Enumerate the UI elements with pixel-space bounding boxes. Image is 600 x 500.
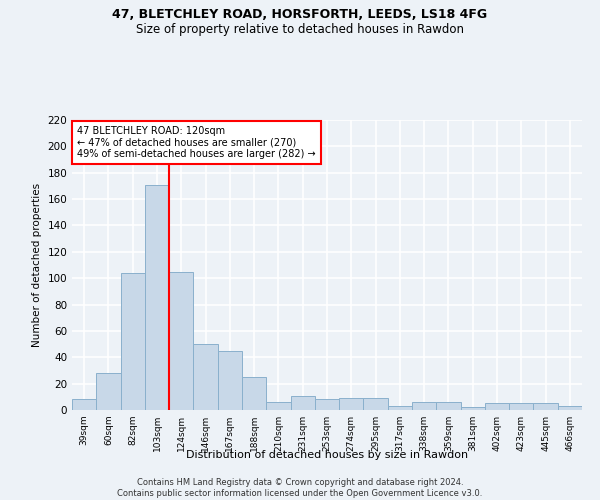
Bar [339, 398, 364, 410]
Bar [533, 404, 558, 410]
Bar [412, 402, 436, 410]
Bar [218, 350, 242, 410]
Bar [266, 402, 290, 410]
Bar [364, 398, 388, 410]
Bar [145, 184, 169, 410]
Y-axis label: Number of detached properties: Number of detached properties [32, 183, 42, 347]
Bar [558, 406, 582, 410]
Bar [461, 408, 485, 410]
Bar [290, 396, 315, 410]
Text: 47, BLETCHLEY ROAD, HORSFORTH, LEEDS, LS18 4FG: 47, BLETCHLEY ROAD, HORSFORTH, LEEDS, LS… [112, 8, 488, 20]
Bar [96, 373, 121, 410]
Text: Size of property relative to detached houses in Rawdon: Size of property relative to detached ho… [136, 22, 464, 36]
Bar [242, 377, 266, 410]
Bar [436, 402, 461, 410]
Bar [315, 400, 339, 410]
Bar [485, 404, 509, 410]
Bar [193, 344, 218, 410]
Bar [388, 406, 412, 410]
Bar [169, 272, 193, 410]
Text: Contains HM Land Registry data © Crown copyright and database right 2024.
Contai: Contains HM Land Registry data © Crown c… [118, 478, 482, 498]
Bar [72, 400, 96, 410]
Bar [509, 404, 533, 410]
Bar [121, 273, 145, 410]
Text: 47 BLETCHLEY ROAD: 120sqm
← 47% of detached houses are smaller (270)
49% of semi: 47 BLETCHLEY ROAD: 120sqm ← 47% of detac… [77, 126, 316, 159]
Text: Distribution of detached houses by size in Rawdon: Distribution of detached houses by size … [186, 450, 468, 460]
